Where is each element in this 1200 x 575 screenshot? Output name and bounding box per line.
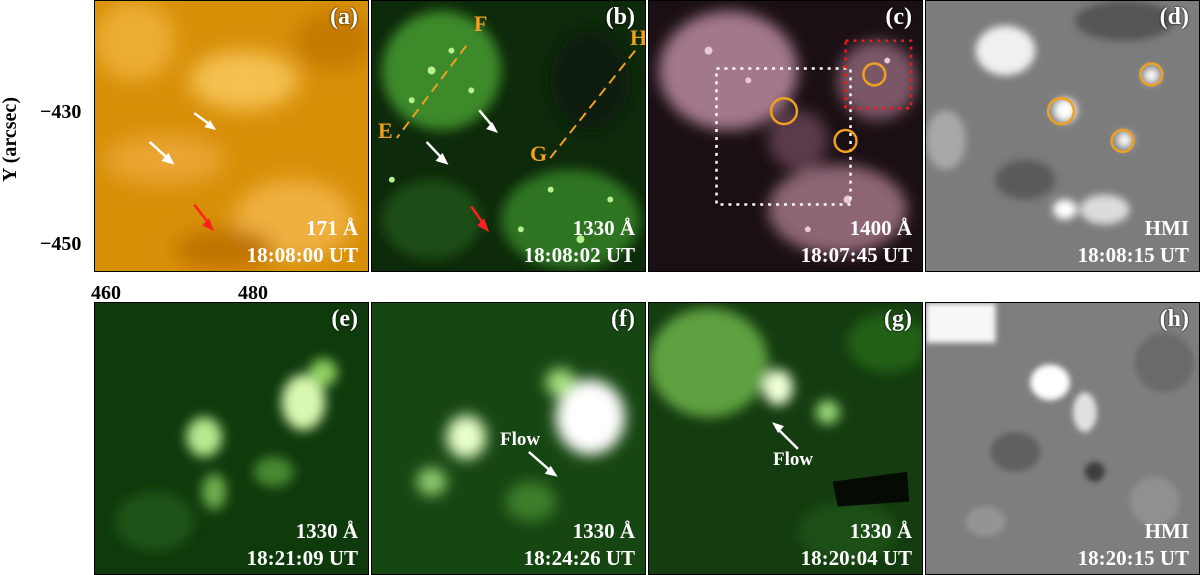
panel-e: (e) 1330 Å 18:21:09 UT	[94, 302, 369, 575]
panel-f: Flow (f) 1330 Å 18:24:26 UT	[371, 302, 646, 575]
panel-b-mark-f: F	[474, 11, 488, 36]
panel-b-mark-e: E	[378, 118, 393, 143]
panel-g: Flow (g) 1330 Å 18:20:04 UT	[648, 302, 923, 575]
panel-b-label: (b)	[605, 4, 635, 30]
panel-c-time: 18:07:45 UT	[800, 243, 912, 267]
y-axis-label-wrap: Y (arcsec)	[0, 90, 32, 190]
panel-d-wavelength: HMI	[1144, 216, 1189, 240]
panel-d-image	[926, 1, 1199, 271]
panel-b-mark-g: G	[530, 141, 548, 166]
x-tick-480: 480	[238, 282, 268, 304]
panel-f-flow-label: Flow	[500, 429, 541, 450]
panel-b-time: 18:08:02 UT	[523, 243, 635, 267]
panel-a-image	[95, 1, 368, 271]
panel-e-label: (e)	[331, 306, 358, 332]
panel-h-time: 18:20:15 UT	[1077, 546, 1189, 570]
panel-f-image	[372, 303, 645, 574]
panel-h-wavelength: HMI	[1144, 519, 1189, 543]
panel-b-image	[372, 1, 645, 271]
panel-h-image	[926, 303, 1199, 574]
panel-a-time: 18:08:00 UT	[246, 243, 358, 267]
panel-h-label: (h)	[1159, 306, 1189, 332]
panel-a-wavelength: 171 Å	[306, 216, 358, 240]
panel-c-label: (c)	[885, 4, 912, 30]
panel-a: (a) 171 Å 18:08:00 UT	[94, 0, 369, 272]
panel-a-label: (a)	[330, 4, 358, 30]
panel-g-wavelength: 1330 Å	[849, 519, 912, 543]
y-axis-label: Y (arcsec)	[0, 97, 21, 182]
y-tick-430: −430	[40, 101, 82, 123]
panel-b-wavelength: 1330 Å	[572, 216, 635, 240]
panel-e-wavelength: 1330 Å	[295, 519, 358, 543]
panel-d-time: 18:08:15 UT	[1077, 243, 1189, 267]
x-tick-460: 460	[91, 282, 121, 304]
panel-d-label: (d)	[1159, 4, 1189, 30]
panel-c-image	[649, 1, 922, 271]
panel-g-flow-label: Flow	[773, 449, 814, 470]
panel-f-time: 18:24:26 UT	[523, 546, 635, 570]
panel-e-image	[95, 303, 368, 574]
panel-b-mark-h: H	[630, 25, 646, 50]
panel-b: F H E G (b) 1330 Å 18:08:02 UT	[371, 0, 646, 272]
panel-f-wavelength: 1330 Å	[572, 519, 635, 543]
y-tick-450: −450	[40, 233, 82, 255]
panel-c-wavelength: 1400 Å	[849, 216, 912, 240]
panel-d: (d) HMI 18:08:15 UT	[925, 0, 1200, 272]
panel-h: (h) HMI 18:20:15 UT	[925, 302, 1200, 575]
panel-c: (c) 1400 Å 18:07:45 UT	[648, 0, 923, 272]
panel-g-label: (g)	[884, 306, 912, 332]
panel-f-label: (f)	[611, 306, 635, 332]
panel-g-image	[649, 303, 922, 574]
panel-e-time: 18:21:09 UT	[246, 546, 358, 570]
panel-g-time: 18:20:04 UT	[800, 546, 912, 570]
